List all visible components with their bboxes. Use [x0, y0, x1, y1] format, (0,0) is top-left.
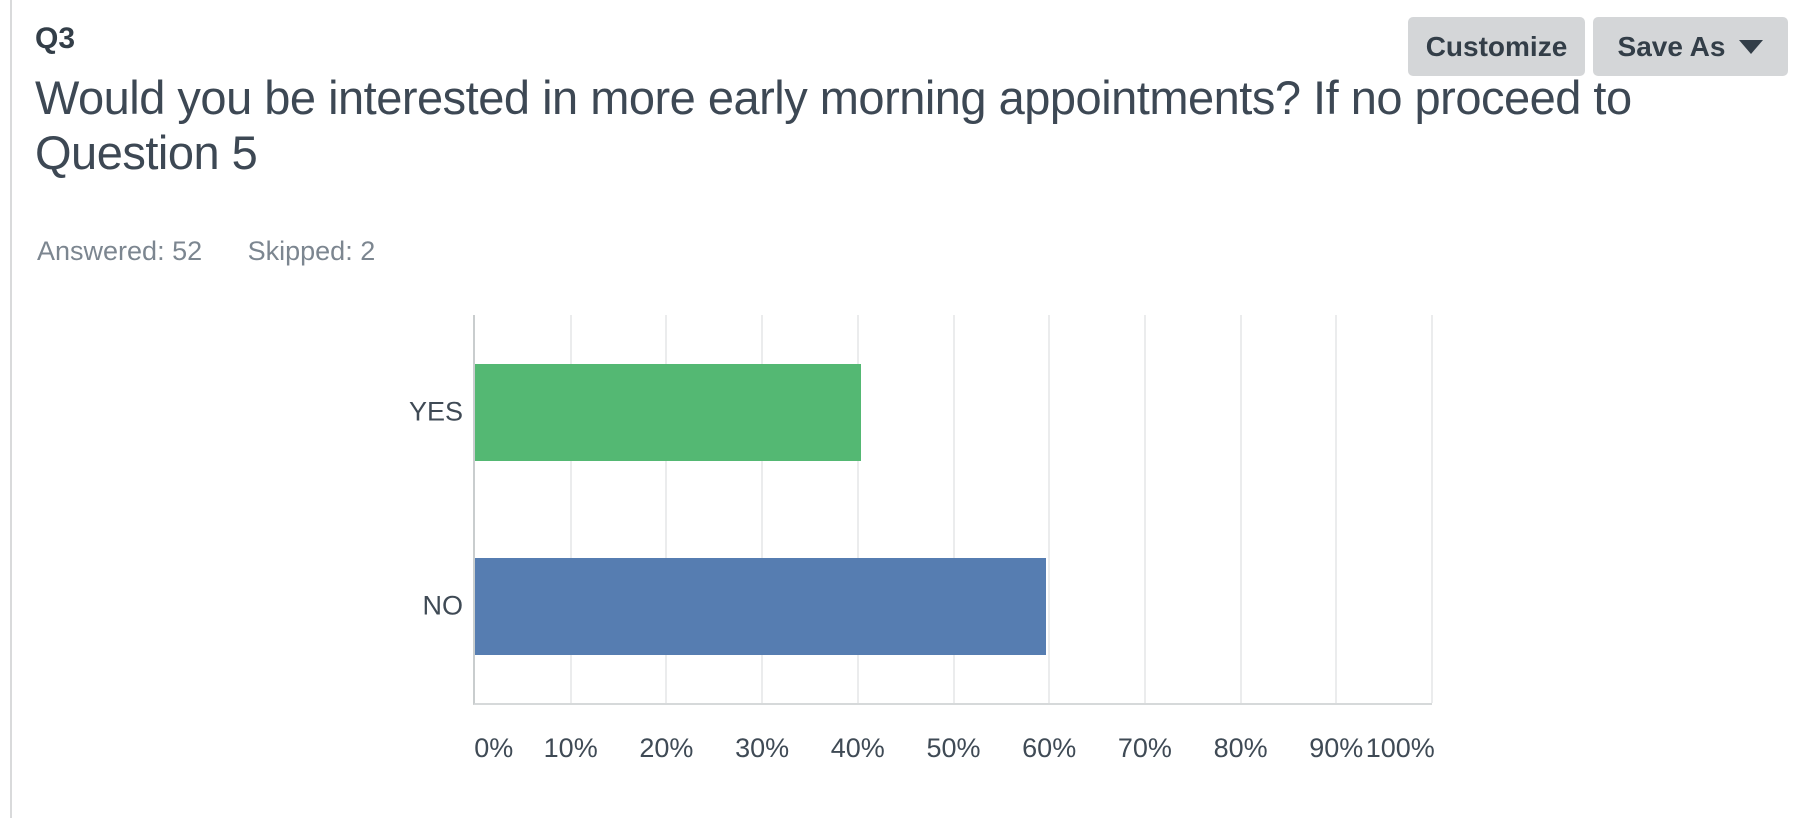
- bar-no: [475, 557, 1046, 655]
- chevron-down-icon: [1739, 39, 1764, 54]
- bar-chart: 0% 10% 20% 30% 40% 50% 60% 70% 80% 90% 100% YES NO: [409, 315, 1435, 763]
- gridline-90: [1335, 315, 1338, 703]
- customize-button-label: Customize: [1425, 30, 1568, 62]
- bar-row-no: NO: [423, 509, 1432, 703]
- save-as-button-label: Save As: [1617, 30, 1726, 62]
- x-axis-tick-label: 80%: [1213, 733, 1268, 763]
- x-axis-tick-label: 100%: [1365, 733, 1435, 763]
- x-axis-tick-label: 0%: [474, 733, 514, 763]
- customize-button[interactable]: Customize: [1408, 17, 1585, 76]
- save-as-button[interactable]: Save As: [1593, 17, 1788, 76]
- category-label-no: NO: [422, 590, 464, 621]
- gridline-70: [1143, 315, 1146, 703]
- x-axis-tick-label: 70%: [1117, 733, 1172, 763]
- skipped-count: Skipped: 2: [247, 236, 376, 266]
- gridline-20: [665, 315, 668, 703]
- gridline-60: [1048, 315, 1051, 703]
- toolbar: Customize Save As: [1408, 17, 1788, 76]
- question-number: Q3: [35, 22, 76, 55]
- bar-yes: [475, 363, 862, 461]
- x-axis-tick-label: 40%: [830, 733, 885, 763]
- x-axis-tick-label: 50%: [926, 733, 981, 763]
- x-axis-tick-label: 20%: [639, 733, 694, 763]
- question-title: Would you be interested in more early mo…: [35, 71, 1632, 179]
- gridline-40: [856, 315, 859, 703]
- gridline-10: [569, 315, 572, 703]
- category-label-yes: YES: [408, 396, 463, 427]
- x-axis-tick-label: 60%: [1022, 733, 1077, 763]
- x-axis-tick-label: 10%: [543, 733, 598, 763]
- gridline-50: [952, 315, 955, 703]
- gridline-100: [1431, 315, 1433, 703]
- x-axis-tick-label: 90%: [1309, 733, 1364, 763]
- gridline-30: [761, 315, 764, 703]
- bar-row-yes: YES: [409, 315, 1432, 509]
- answered-count: Answered: 52: [37, 236, 203, 266]
- response-stats: Answered: 52 Skipped: 2: [37, 236, 375, 267]
- panel-left-border: [10, 0, 12, 818]
- gridline-80: [1239, 315, 1242, 703]
- x-axis-tick-label: 30%: [735, 733, 790, 763]
